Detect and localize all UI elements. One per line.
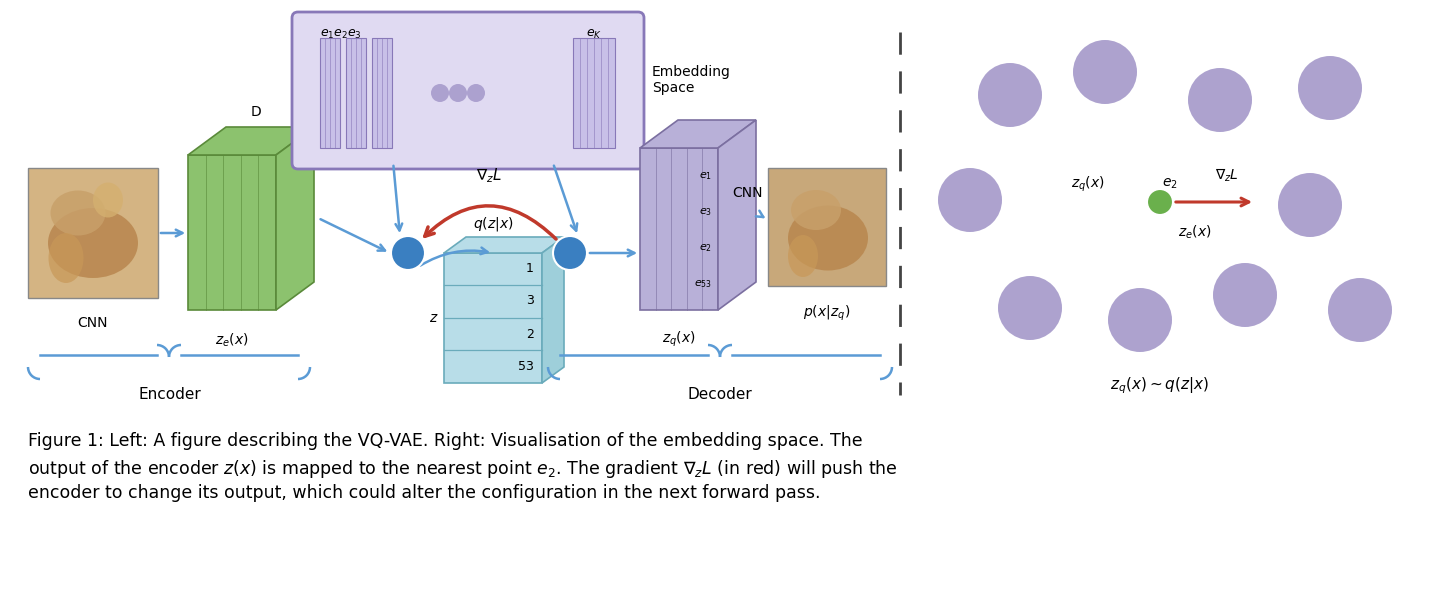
Circle shape [468,84,485,102]
Text: $e_1$: $e_1$ [699,170,712,182]
Text: $q(z|x)$: $q(z|x)$ [473,215,513,233]
FancyArrowPatch shape [756,210,764,217]
Text: CNN: CNN [732,186,762,200]
Circle shape [1072,40,1137,104]
Polygon shape [187,127,315,155]
Circle shape [1328,278,1391,342]
Bar [573,38,615,148]
FancyArrowPatch shape [1175,198,1248,206]
Polygon shape [276,127,315,310]
Text: $e_3$: $e_3$ [699,206,712,218]
Text: 1: 1 [526,262,533,276]
Polygon shape [443,237,563,253]
FancyBboxPatch shape [292,12,644,169]
FancyArrowPatch shape [320,219,385,251]
Text: $e_2$: $e_2$ [1163,177,1178,191]
Circle shape [390,236,425,270]
Text: 53: 53 [518,359,533,373]
Text: $e_K$: $e_K$ [586,28,602,41]
Ellipse shape [49,208,139,278]
Polygon shape [443,253,542,383]
Text: output of the encoder $z(x)$ is mapped to the nearest point $e_2$. The gradient : output of the encoder $z(x)$ is mapped t… [29,458,898,480]
Text: Embedding
Space: Embedding Space [652,65,731,95]
Polygon shape [641,148,718,310]
Text: 3: 3 [526,295,533,307]
FancyArrowPatch shape [420,248,488,265]
FancyArrowPatch shape [160,230,183,236]
Circle shape [1213,263,1277,327]
Polygon shape [542,237,563,383]
Text: $\nabla_z L$: $\nabla_z L$ [1216,167,1238,184]
Text: $e_1 e_2 e_3$: $e_1 e_2 e_3$ [320,28,362,41]
Text: Figure 1: Left: A figure describing the VQ-VAE. Right: Visualisation of the embe: Figure 1: Left: A figure describing the … [29,432,862,450]
Text: $z_e(x)$: $z_e(x)$ [1178,224,1211,242]
Circle shape [978,63,1042,127]
Text: z: z [429,311,436,325]
Text: Encoder: Encoder [139,387,202,402]
Circle shape [938,168,1002,232]
Text: CNN: CNN [77,316,109,330]
Text: $e_2$: $e_2$ [699,242,712,254]
Text: encoder to change its output, which could alter the configuration in the next fo: encoder to change its output, which coul… [29,484,821,502]
Bar [768,168,887,286]
Bar [346,38,366,148]
Text: 2: 2 [526,328,533,340]
Text: Decoder: Decoder [688,387,752,402]
Circle shape [1188,68,1253,132]
Polygon shape [718,120,756,310]
Ellipse shape [788,206,868,270]
Text: $p(x|z_q)$: $p(x|z_q)$ [804,304,851,323]
Circle shape [1278,173,1341,237]
FancyArrowPatch shape [425,206,556,239]
Polygon shape [641,120,756,148]
Ellipse shape [49,233,83,283]
Ellipse shape [93,182,123,218]
Circle shape [1147,189,1173,215]
Text: D: D [250,105,262,119]
Text: $z_q(x)$: $z_q(x)$ [1071,174,1105,193]
Circle shape [1108,288,1173,352]
Circle shape [553,236,586,270]
Ellipse shape [50,190,106,235]
Circle shape [449,84,468,102]
Ellipse shape [791,190,841,230]
Ellipse shape [788,235,818,277]
Text: $\nabla_z L$: $\nabla_z L$ [476,167,502,185]
FancyArrowPatch shape [589,249,635,256]
FancyArrowPatch shape [553,166,578,231]
Text: $z_q(x)$: $z_q(x)$ [662,330,696,350]
FancyArrowPatch shape [393,166,402,231]
Polygon shape [187,155,276,310]
Circle shape [1298,56,1361,120]
Bar [320,38,340,148]
Text: $e_{53}$: $e_{53}$ [694,278,712,290]
Circle shape [430,84,449,102]
Bar [29,168,157,298]
Circle shape [998,276,1062,340]
Text: $z_e(x)$: $z_e(x)$ [216,332,249,350]
Bar [372,38,392,148]
Text: $z_q(x) \sim q(z|x)$: $z_q(x) \sim q(z|x)$ [1110,375,1210,396]
